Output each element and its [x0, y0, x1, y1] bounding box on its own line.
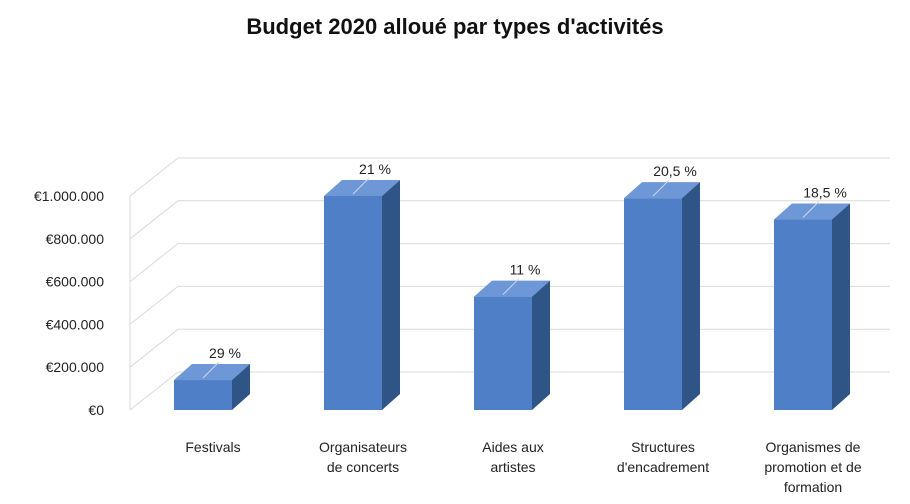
y-tick-label: €1.000.000: [34, 188, 104, 204]
category-label: Organismes de promotion et de formation: [764, 439, 861, 495]
bar-front: [774, 220, 832, 410]
bar-front: [624, 198, 682, 410]
y-tick-label: €400.000: [46, 316, 105, 332]
bar-side: [832, 204, 850, 410]
category-label: Festivals: [185, 439, 240, 455]
x-axis-categories: Festivals Organisateurs de concerts Aides a…: [185, 439, 861, 495]
category-label: Organisateurs de concerts: [319, 439, 407, 475]
data-label: 21 %: [359, 161, 391, 177]
bar-side: [382, 180, 400, 410]
bar: [174, 362, 250, 410]
data-label: 20,5 %: [653, 163, 697, 179]
bar-front: [174, 380, 232, 410]
data-label: 11 %: [510, 262, 541, 278]
y-tick-label: €600.000: [46, 274, 105, 290]
bar-side: [682, 182, 700, 410]
y-axis-ticks: €0 €200.000 €400.000 €600.000 €800.000 €1.000…: [34, 188, 104, 418]
bar: [474, 279, 550, 410]
bars: [174, 178, 850, 410]
category-label: Aides aux artistes: [482, 439, 543, 475]
y-tick-label: €200.000: [46, 359, 105, 375]
bar: [774, 202, 850, 410]
gridline: [130, 158, 890, 196]
y-tick-label: €0: [88, 402, 104, 418]
data-label: 18,5 %: [803, 185, 847, 201]
y-tick-label: €800.000: [46, 231, 105, 247]
bar-front: [324, 196, 382, 410]
bar-side: [532, 281, 550, 410]
bar: [624, 180, 700, 410]
category-label: Structures d'encadrement: [617, 439, 709, 475]
bar-front: [474, 297, 532, 410]
bar: [324, 178, 400, 410]
data-label: 29 %: [209, 345, 241, 361]
